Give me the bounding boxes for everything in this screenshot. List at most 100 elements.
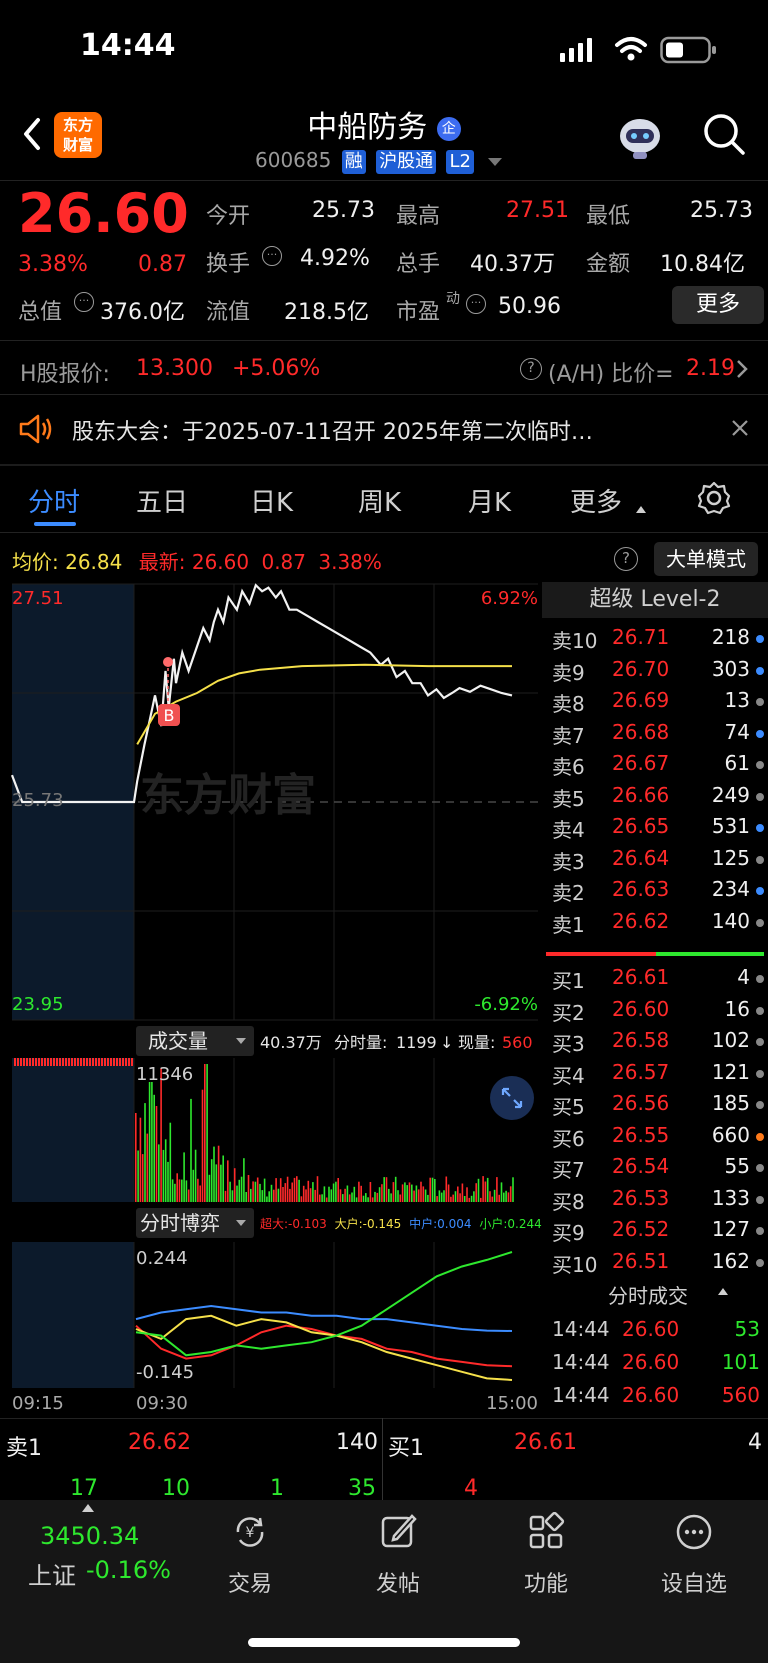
logo-line2: 财富 (62, 136, 93, 154)
bid-row[interactable]: 买4 26.57 121 (542, 1057, 768, 1089)
nav-watchlist[interactable]: 设自选 (634, 1512, 754, 1598)
volume-bar (302, 1185, 305, 1202)
close-icon[interactable] (730, 418, 750, 438)
tab-5day[interactable]: 五日 (136, 488, 189, 518)
period-vol-label: 分时量: (334, 1033, 387, 1052)
ask-row[interactable]: 卖6 26.67 61 (542, 748, 768, 780)
bid-row[interactable]: 买10 26.51 162 (542, 1246, 768, 1278)
tab-active-indicator (34, 522, 76, 526)
volume-bar (339, 1189, 342, 1202)
info-line: 均价: 26.84 最新: 26.60 0.87 3.38% (12, 546, 382, 575)
ticks-collapse-icon[interactable] (718, 1288, 728, 1295)
volume-selector[interactable] (136, 1026, 254, 1056)
sell-breakdown-3: 35 (348, 1476, 376, 1501)
nav-trade[interactable]: ¥ 交易 (190, 1512, 310, 1598)
volume-bar (413, 1190, 415, 1202)
tab-monthly-k[interactable]: 月K (468, 488, 512, 518)
index-expand-icon[interactable] (82, 1504, 94, 1512)
tab-weekly-k[interactable]: 周K (358, 488, 402, 518)
tab-intraday[interactable]: 分时 (28, 488, 81, 518)
index-value[interactable]: 3450.34 (40, 1522, 140, 1550)
volume-bar (279, 1178, 282, 1202)
pe-info-icon[interactable]: ··· (466, 294, 486, 314)
mktcap-info-icon[interactable]: ··· (74, 292, 94, 312)
chevron-right-icon[interactable] (734, 358, 750, 380)
notice-text[interactable]: 股东大会：于2025-07-11召开 2025年第二次临时… (72, 420, 593, 445)
game-selector[interactable] (136, 1208, 254, 1238)
ask-volume: 218 (711, 625, 750, 649)
bid-row[interactable]: 买9 26.52 127 (542, 1214, 768, 1246)
more-button[interactable]: 更多 (672, 286, 764, 324)
robot-assistant-icon[interactable] (615, 114, 665, 160)
bid-row[interactable]: 买2 26.60 16 (542, 994, 768, 1026)
ask-row[interactable]: 卖3 26.64 125 (542, 843, 768, 875)
volume-bar (443, 1190, 445, 1202)
ask-row[interactable]: 卖2 26.63 234 (542, 874, 768, 906)
info-more-icon[interactable]: ··· (262, 246, 282, 266)
volume-bar (113, 1058, 115, 1066)
back-icon[interactable] (18, 114, 46, 154)
ask-row[interactable]: 卖1 26.62 140 (542, 906, 768, 938)
volume-bar (197, 1178, 199, 1202)
index-name: 上证 (28, 1562, 76, 1590)
bid-row[interactable]: 买5 26.56 185 (542, 1088, 768, 1120)
nav-post[interactable]: 发帖 (338, 1512, 458, 1598)
expand-icon[interactable] (490, 1076, 534, 1120)
sell-breakdown-0: 17 (70, 1476, 98, 1501)
volume-bar (353, 1186, 356, 1202)
tick-volume: 53 (734, 1317, 760, 1341)
now-vol-label: 现量: (458, 1033, 495, 1052)
bid-row[interactable]: 买7 26.54 55 (542, 1151, 768, 1183)
buy-marker[interactable]: B (158, 657, 180, 726)
ask-row[interactable]: 卖4 26.65 531 (542, 811, 768, 843)
ask-row[interactable]: 卖5 26.66 249 (542, 780, 768, 812)
tab-daily-k[interactable]: 日K (250, 488, 294, 518)
nav-watchlist-label: 设自选 (660, 1572, 727, 1597)
intraday-chart[interactable]: 东方财富 27.51 23.95 25.73 6.92% -6.92% B 成交… (0, 580, 542, 1412)
settings-gear-icon[interactable] (696, 480, 732, 516)
bid-row[interactable]: 买3 26.58 102 (542, 1025, 768, 1057)
volume-bar (38, 1058, 40, 1066)
ask-row[interactable]: 卖10 26.71 218 (542, 622, 768, 654)
game-lines (135, 1251, 513, 1381)
game-line (135, 1324, 513, 1368)
volume-bar (507, 1192, 510, 1202)
bid-label: 买7 (552, 1158, 585, 1182)
enterprise-badge-icon: 企 (436, 116, 461, 141)
volume-bar (470, 1195, 473, 1202)
bid-row[interactable]: 买6 26.55 660 (542, 1120, 768, 1152)
volume-bar (466, 1187, 468, 1202)
volume-bar (47, 1058, 49, 1066)
ask-row[interactable]: 卖8 26.69 13 (542, 685, 768, 717)
bid-row[interactable]: 买1 26.61 4 (542, 962, 768, 994)
dropdown-arrow-icon[interactable] (488, 157, 503, 166)
ask-label: 卖7 (552, 723, 585, 748)
ask-dot (756, 824, 764, 832)
turnover-label: 换手 (206, 252, 251, 277)
tab-more[interactable]: 更多 (570, 488, 623, 518)
volume-bar (162, 1149, 165, 1202)
ask-row[interactable]: 卖9 26.70 303 (542, 654, 768, 686)
index-pct: -0.16% (86, 1556, 171, 1584)
volume-bar (397, 1190, 399, 1202)
chart-help-icon[interactable]: ? (614, 547, 638, 571)
wifi-icon (615, 37, 647, 61)
bid-row[interactable]: 买8 26.53 133 (542, 1183, 768, 1215)
volume-bar (365, 1193, 367, 1202)
ask-volume: 140 (711, 908, 750, 933)
ask-row[interactable]: 卖7 26.68 74 (542, 717, 768, 749)
volume-bar (289, 1188, 291, 1202)
volume-bar (59, 1058, 61, 1066)
game-legend: 超大:-0.103 大户:-0.145 中户:0.004 小户:0.244 (260, 1216, 542, 1231)
volume-bar (374, 1191, 376, 1202)
big-order-mode-button[interactable]: 大单模式 (654, 542, 758, 576)
ask-label: 卖10 (552, 629, 598, 653)
volume-bar (270, 1184, 273, 1202)
volume-bar (210, 1159, 213, 1202)
help-icon[interactable]: ? (520, 358, 542, 380)
nav-functions[interactable]: 功能 (486, 1511, 606, 1598)
search-icon[interactable] (702, 112, 746, 156)
volume-bar (512, 1177, 514, 1202)
volume-bar (104, 1058, 106, 1066)
latest-pct: 3.38% (318, 550, 382, 574)
